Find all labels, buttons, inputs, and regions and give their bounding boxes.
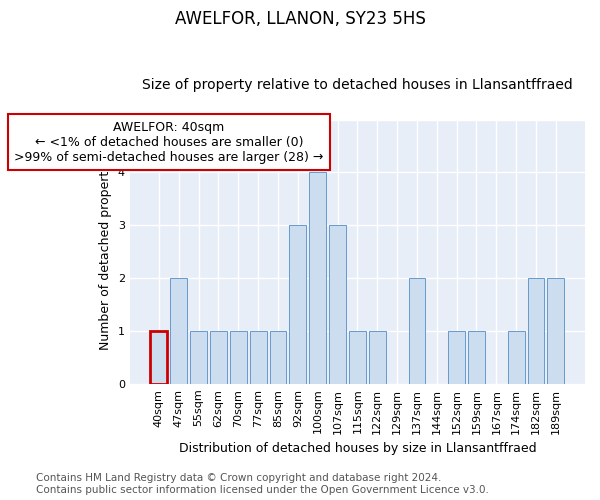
Bar (210, 331, 227, 384)
Bar (329, 226, 346, 384)
Title: Size of property relative to detached houses in Llansantffraed: Size of property relative to detached ho… (142, 78, 573, 92)
Bar (508, 331, 524, 384)
Bar (369, 331, 386, 384)
X-axis label: Distribution of detached houses by size in Llansantffraed: Distribution of detached houses by size … (179, 442, 536, 455)
Text: Contains HM Land Registry data © Crown copyright and database right 2024.
Contai: Contains HM Land Registry data © Crown c… (36, 474, 489, 495)
Bar (468, 331, 485, 384)
Bar (349, 331, 366, 384)
Text: AWELFOR, LLANON, SY23 5HS: AWELFOR, LLANON, SY23 5HS (175, 10, 425, 28)
Text: AWELFOR: 40sqm
← <1% of detached houses are smaller (0)
>99% of semi-detached ho: AWELFOR: 40sqm ← <1% of detached houses … (14, 120, 323, 164)
Bar (448, 331, 465, 384)
Bar (230, 331, 247, 384)
Bar (151, 331, 167, 384)
Bar (289, 226, 306, 384)
Bar (250, 331, 266, 384)
Bar (170, 278, 187, 384)
Bar (309, 172, 326, 384)
Bar (409, 278, 425, 384)
Bar (190, 331, 207, 384)
Y-axis label: Number of detached properties: Number of detached properties (99, 153, 112, 350)
Bar (547, 278, 565, 384)
Bar (269, 331, 286, 384)
Bar (527, 278, 544, 384)
